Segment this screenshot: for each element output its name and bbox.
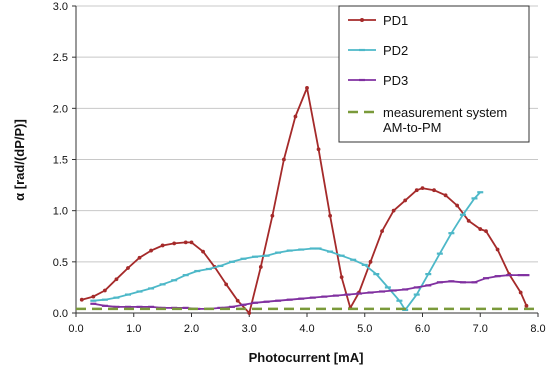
x-tick-label: 2.0 (184, 323, 199, 335)
y-tick-label: 1.0 (53, 206, 68, 218)
data-point-pd1 (126, 266, 130, 270)
data-point-pd1 (160, 243, 165, 248)
gridlines (76, 5, 538, 314)
data-point-pd1 (137, 255, 142, 260)
data-point-pd1 (258, 265, 263, 269)
data-point-pd1 (524, 303, 529, 308)
data-point-pd1 (293, 114, 298, 119)
y-tick-label: 0.5 (53, 257, 68, 269)
data-point-pd1 (149, 248, 153, 253)
data-point-pd1 (518, 290, 523, 295)
x-tick-label: 6.0 (415, 323, 430, 335)
series-lines (76, 85, 538, 315)
data-point-pd1 (414, 188, 419, 193)
data-point-pd1 (478, 227, 483, 231)
data-point-pd1 (391, 208, 396, 213)
y-tick-label: 2.0 (53, 103, 68, 115)
data-point-pd1 (466, 219, 471, 223)
data-point-pd1 (189, 240, 194, 245)
x-tick-label: 4.0 (299, 323, 314, 335)
x-tick-label: 1.0 (126, 323, 141, 335)
legend-marker-pd1 (360, 18, 364, 22)
data-point-pd1 (114, 277, 119, 282)
data-point-pd1 (328, 213, 332, 218)
series-line-pd1 (81, 87, 528, 314)
series-line-pd3 (93, 274, 527, 310)
x-tick-label: 0.0 (68, 323, 83, 335)
y-tick-label: 3.0 (53, 1, 68, 13)
data-point-pd1 (201, 249, 205, 254)
data-point-pd1 (432, 188, 436, 193)
data-point-pd1 (495, 247, 500, 252)
data-point-pd1 (484, 229, 488, 234)
legend-label-pd3: PD3 (383, 73, 408, 88)
tick-labels: 0.0 0.5 1.0 1.5 2.0 2.5 3.0 0.0 1.0 2.0 3.0 4.0 5.0 6… (53, 1, 546, 335)
legend-label-pd2: PD2 (383, 43, 408, 58)
data-point-pd1 (224, 282, 229, 287)
legend-box (338, 5, 530, 143)
data-point-pd1 (380, 229, 384, 234)
data-point-pd1 (339, 275, 344, 280)
data-point-pd1 (91, 294, 96, 299)
data-point-pd1 (455, 203, 460, 208)
data-point-pd1 (79, 297, 84, 302)
data-point-pd1 (282, 157, 286, 162)
legend-label-measurement-system-am-to-pm: AM-to-PM (383, 120, 442, 135)
x-axis-title: Photocurrent [mA] (249, 350, 364, 365)
data-point-pd1 (443, 193, 448, 198)
y-tick-label: 1.5 (53, 155, 68, 167)
x-tick-label: 5.0 (357, 323, 372, 335)
data-point-pd1 (420, 186, 425, 191)
data-point-pd1 (247, 311, 252, 315)
data-point-pd1 (403, 198, 408, 203)
data-point-pd1 (305, 85, 309, 90)
data-point-pd1 (183, 240, 188, 245)
legend-label-pd1: PD1 (383, 13, 408, 28)
data-point-pd1 (316, 147, 321, 152)
axes (72, 5, 539, 317)
data-point-pd1 (235, 298, 240, 303)
data-point-pd1 (270, 213, 275, 218)
x-tick-label: 8.0 (530, 323, 545, 335)
x-tick-label: 3.0 (242, 323, 257, 335)
data-point-pd1 (102, 288, 107, 293)
legend-label-measurement-system-am-to-pm: measurement system (383, 105, 507, 120)
y-axis-title: α [rad/(dP/P)] (12, 119, 27, 201)
data-point-pd1 (368, 259, 373, 264)
y-tick-label: 0.0 (53, 308, 68, 320)
data-point-pd1 (172, 241, 177, 246)
y-tick-label: 2.5 (53, 52, 68, 64)
x-tick-label: 7.0 (473, 323, 488, 335)
